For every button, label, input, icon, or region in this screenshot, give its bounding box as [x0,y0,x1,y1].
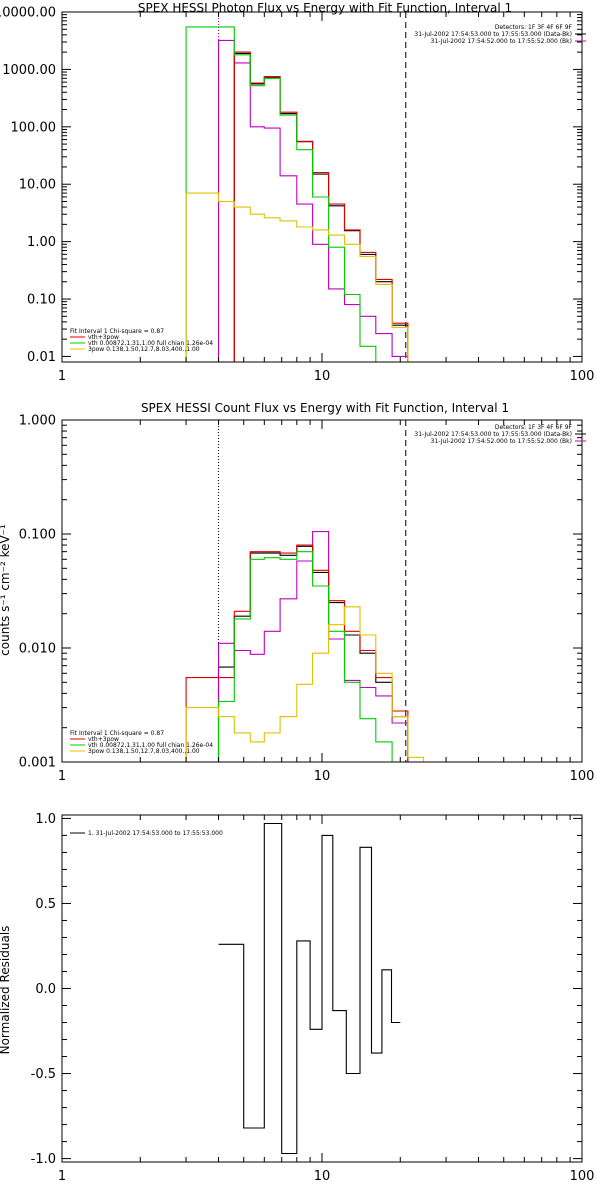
fit-legend-3pow: 3pow 0.138,1.50,12.7,8.03,400.,1.00 [88,748,200,755]
x-tick-label: 1 [58,1169,66,1184]
chart-title: SPEX HESSI Photon Flux vs Energy with Fi… [138,1,512,15]
fit-legend: Fit Interval 1 Chi-square = 0.87 vth+3po… [70,730,213,755]
x-tick-label: 100 [570,369,595,384]
fit-legend-vth-3pow: vth+3pow [88,334,119,341]
series-line-vth [217,551,409,762]
count-flux-panel: SPEX HESSI Count Flux vs Energy with Fit… [0,401,594,784]
info-line-detectors: Detectors: 1F 3F 4F 6F 9F [495,424,573,431]
plot-area [218,822,401,1155]
y-tick-label: 1.000 [19,414,56,429]
series-line-vth-3pow [233,51,409,362]
fit-legend-3pow: 3pow 0.138,1.50,12.7,8.03,400.,1.00 [88,346,200,353]
info-line-data-bk: 31-Jul-2002 17:54:53.000 to 17:55:53.000… [414,431,572,438]
x-tick-label: 1 [58,769,66,784]
info-line-detectors: Detectors: 1F 3F 4F 6F 9F [495,24,573,31]
plot-area [185,12,409,362]
series-line-3pow [185,606,425,762]
fit-legend-title: Fit Interval 1 Chi-square = 0.87 [70,328,164,335]
info-line-data-bk: 31-Jul-2002 17:54:53.000 to 17:55:53.000… [414,31,572,38]
info-block: Detectors: 1F 3F 4F 6F 9F 31-Jul-2002 17… [414,24,572,45]
y-tick-label: 1.0 [35,812,56,827]
y-tick-label: 0.5 [35,897,56,912]
series-line-bk [217,39,409,362]
fit-legend: Fit Interval 1 Chi-square = 0.87 vth+3po… [70,328,213,353]
y-tick-label: 0.0 [35,982,56,997]
fit-legend-vth: vth 0.00872,1.31,1.00 full chian 1.26e-0… [88,340,213,347]
x-tick-label: 10 [314,1169,331,1184]
chart-title: SPEX HESSI Count Flux vs Energy with Fit… [141,401,509,415]
series-line-1-31-jul-2002-17-54-53-000-to-17-55-53-000 [218,822,401,1155]
axes-frame [61,419,583,763]
y-tick-label: 0.10 [27,293,56,308]
y-tick-label: 0.001 [19,756,56,771]
axes-frame [61,11,583,363]
series-line-data-bk [217,545,409,762]
x-tick-label: 10 [314,769,331,784]
info-line-bk: 31-Jul-2002 17:54:52.000 to 17:55:52.000… [431,438,572,445]
y-tick-label: -1.0 [31,1152,56,1167]
fit-legend-title: Fit Interval 1 Chi-square = 0.87 [70,730,164,737]
y-tick-label: 10000.00 [0,6,56,21]
y-tick-label: 0.100 [19,528,56,543]
y-tick-label: 10.00 [19,178,56,193]
y-tick-label: 1000.00 [2,63,56,78]
residuals-panel: 1. 31-Jul-2002 17:54:53.000 to 17:55:53.… [0,812,594,1184]
plot-area [185,420,425,762]
info-block: Detectors: 1F 3F 4F 6F 9F 31-Jul-2002 17… [414,424,572,445]
residual-legend: 1. 31-Jul-2002 17:54:53.000 to 17:55:53.… [88,830,223,837]
x-tick-label: 1 [58,369,66,384]
y-tick-label: 0.010 [19,642,56,657]
photon-flux-panel: SPEX HESSI Photon Flux vs Energy with Fi… [0,1,594,384]
y-axis-label: counts s⁻¹ cm⁻² keV⁻¹ [0,524,12,656]
y-tick-label: 1.00 [27,235,56,250]
y-tick-label: 0.01 [27,350,56,365]
y-tick-label: 100.00 [11,120,57,135]
series-line-3pow [185,192,409,362]
x-tick-label: 100 [570,1169,595,1184]
x-tick-label: 10 [314,369,331,384]
fit-legend-vth-3pow: vth+3pow [88,736,119,743]
series-line-vth [185,26,377,362]
y-tick-label: -0.5 [31,1067,56,1082]
info-line-bk: 31-Jul-2002 17:54:52.000 to 17:55:52.000… [431,38,572,45]
x-tick-label: 100 [570,769,595,784]
series-line-bk [217,531,425,762]
fit-legend-vth: vth 0.00872,1.31,1.00 full chian 1.26e-0… [88,742,213,749]
y-axis-label: Normalized Residuals [0,926,12,1055]
